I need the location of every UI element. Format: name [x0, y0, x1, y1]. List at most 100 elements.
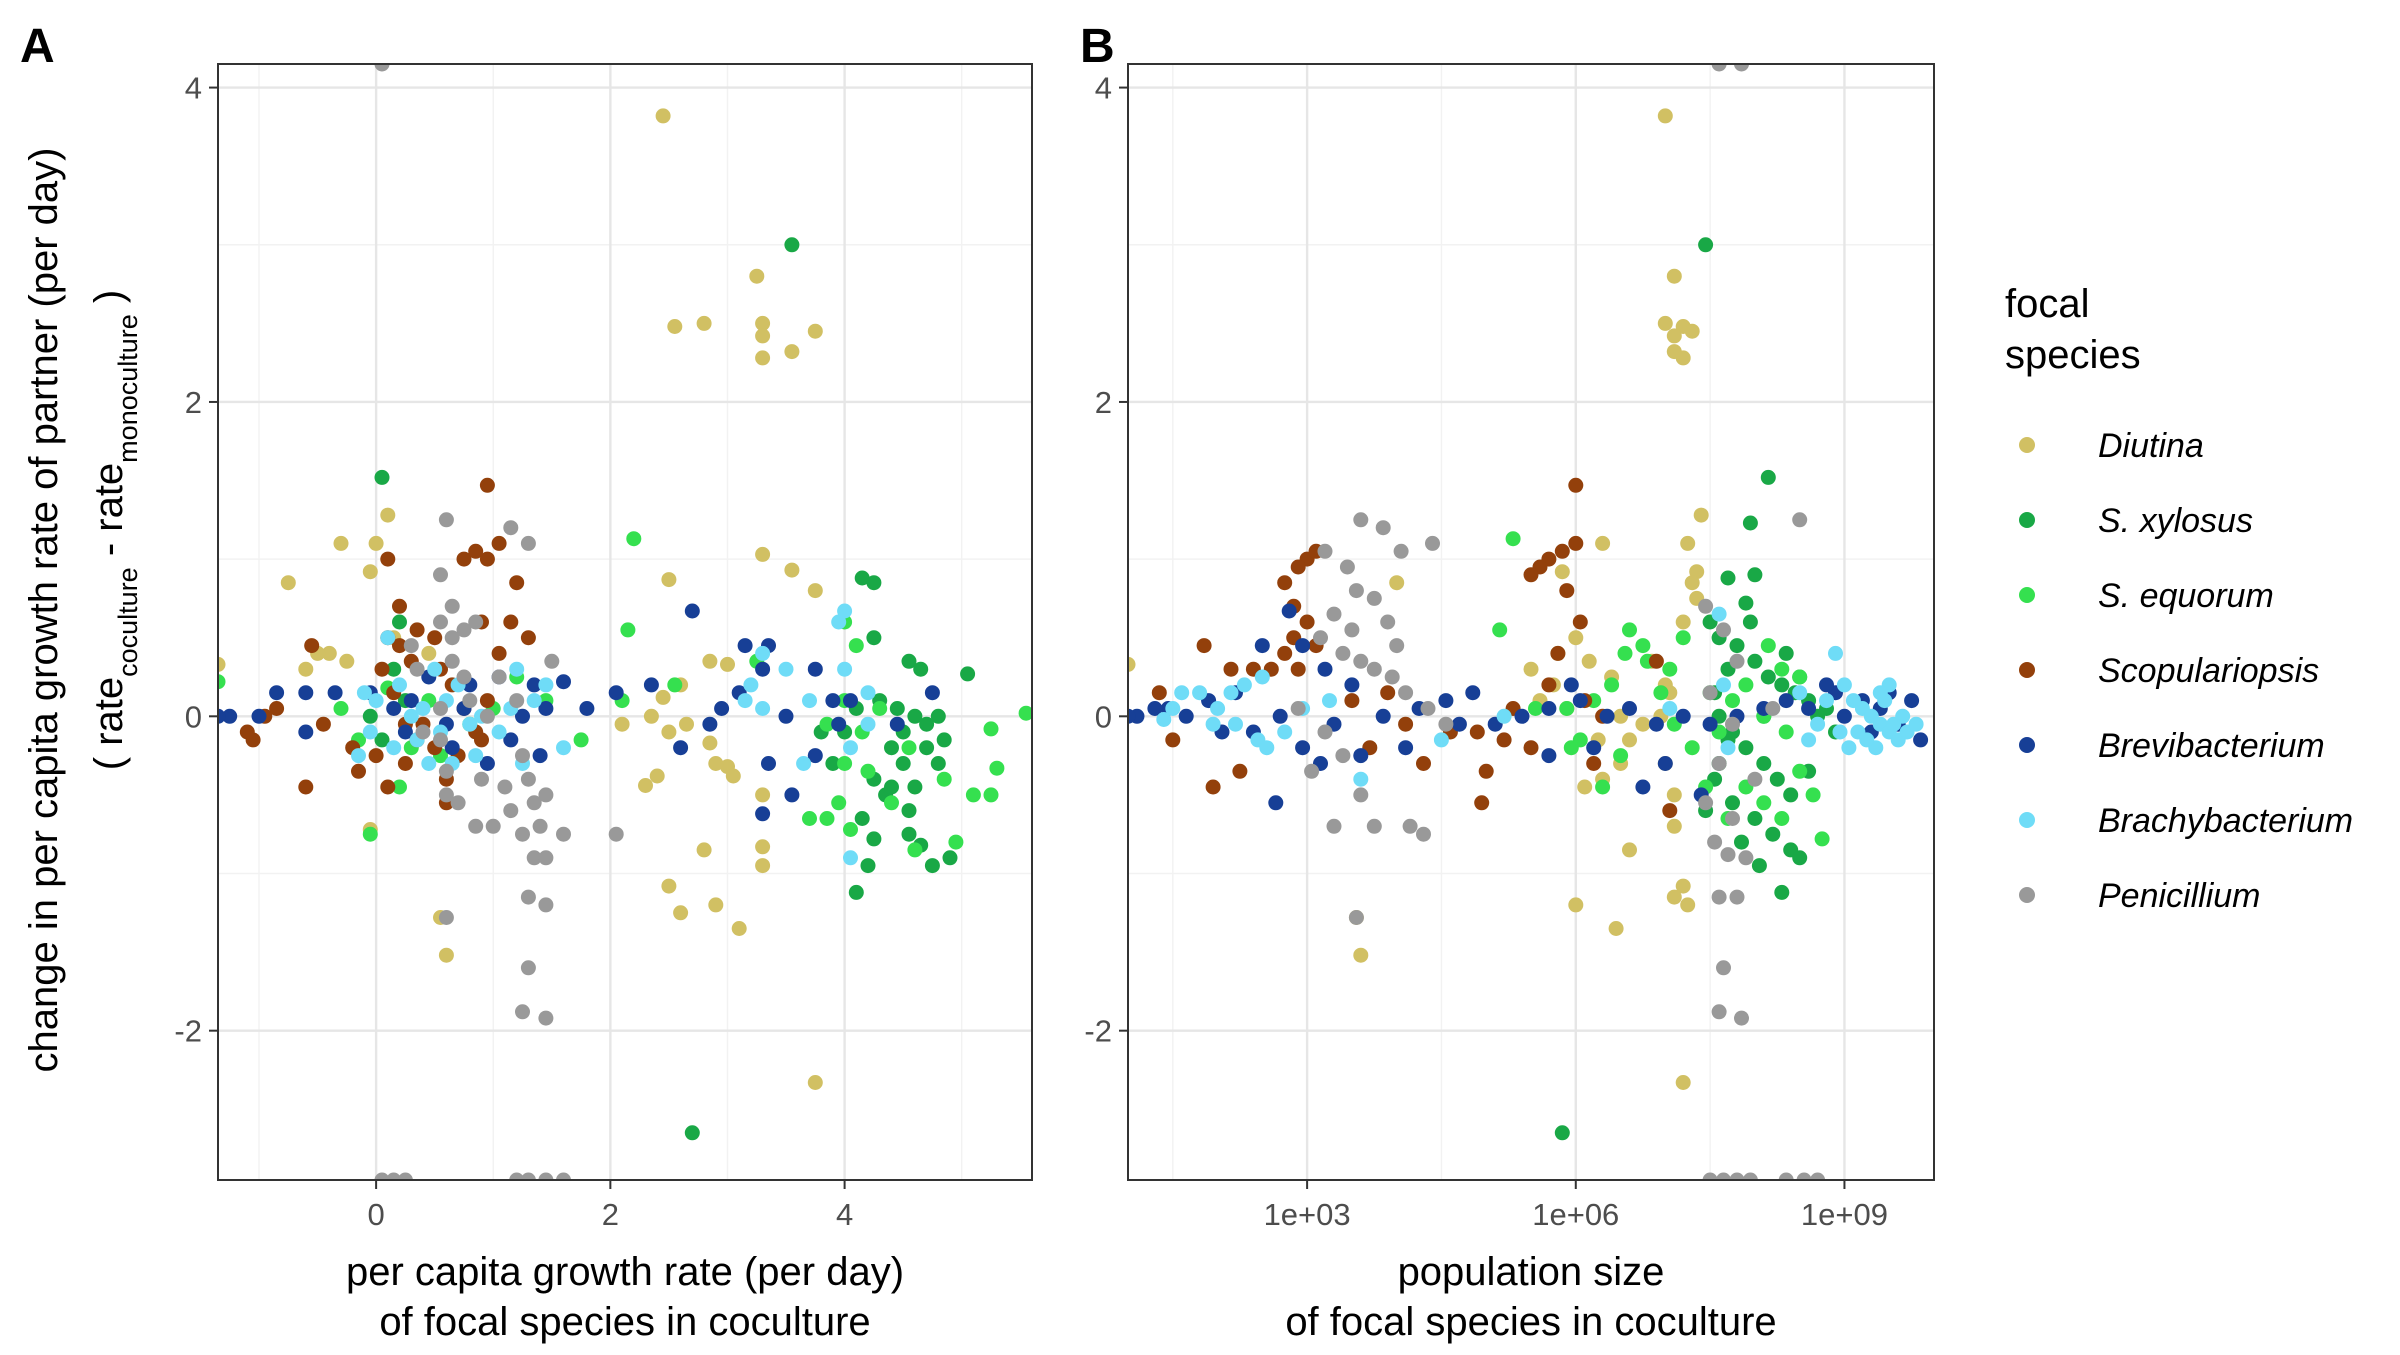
data-point-brevibacterium [1702, 716, 1718, 732]
data-point-penicillium [509, 693, 525, 709]
data-point-s-equorum [1814, 831, 1830, 847]
data-point-brachybacterium [380, 630, 396, 646]
data-point-s-equorum [1622, 622, 1637, 638]
data-point-brevibacterium [1254, 638, 1270, 654]
panel-b-tag: B [1080, 20, 1115, 73]
data-point-brachybacterium [356, 685, 372, 701]
data-point-brachybacterium [1801, 732, 1817, 748]
data-point-s-xylosus [907, 779, 923, 795]
data-point-brachybacterium [1720, 740, 1736, 756]
data-point-brevibacterium [714, 701, 730, 716]
data-point-s-xylosus [854, 570, 870, 586]
data-point-penicillium [438, 910, 454, 925]
data-point-s-equorum [848, 638, 864, 654]
data-point-penicillium [1335, 645, 1351, 661]
data-point-diutina [1680, 897, 1696, 913]
data-point-scopulariopsis [380, 779, 396, 795]
data-point-s-equorum [1559, 701, 1575, 716]
data-point-brevibacterium [702, 716, 718, 732]
data-point-penicillium [1348, 910, 1364, 925]
data-point-penicillium [1711, 1004, 1727, 1020]
data-point-brevibacterium [1281, 603, 1297, 619]
data-point-scopulariopsis [1550, 645, 1566, 661]
data-point-brevibacterium [784, 787, 800, 803]
x-tick-label: 0 [367, 1197, 384, 1232]
panel-a-plot-area [218, 64, 1032, 1180]
data-point-penicillium [433, 732, 448, 748]
data-point-scopulariopsis [298, 779, 314, 795]
data-point-scopulariopsis [491, 535, 507, 551]
data-point-brachybacterium [1792, 685, 1808, 701]
data-point-diutina [380, 507, 396, 523]
legend-key-brachybacterium [2019, 812, 2035, 828]
data-point-s-equorum [901, 740, 917, 756]
data-point-penicillium [1304, 763, 1320, 779]
data-point-diutina [333, 535, 349, 551]
data-point-brachybacterium [1192, 685, 1208, 701]
data-point-s-equorum [1617, 645, 1633, 661]
panel-a: A 0 2 4 -2 0 2 4 per capita growth rate (per d… [20, 20, 1033, 1344]
data-point-s-equorum [936, 771, 952, 787]
data-point-diutina [218, 656, 226, 672]
data-point-s-equorum [333, 701, 349, 716]
data-point-scopulariopsis [374, 661, 390, 677]
data-point-penicillium [509, 1172, 525, 1180]
data-point-s-equorum [1725, 693, 1740, 709]
data-point-penicillium [1290, 701, 1306, 716]
data-point-brevibacterium [298, 724, 314, 740]
data-point-penicillium [1725, 716, 1740, 732]
data-point-penicillium [374, 64, 390, 72]
data-point-diutina [1675, 878, 1691, 894]
data-point-s-xylosus [848, 884, 864, 900]
data-point-diutina [784, 344, 800, 360]
data-point-brachybacterium [1254, 669, 1270, 685]
data-point-brevibacterium [526, 677, 542, 693]
data-point-s-xylosus [1729, 638, 1745, 654]
data-point-s-equorum [362, 826, 378, 842]
data-point-brevibacterium [515, 708, 530, 724]
data-point-penicillium [438, 512, 454, 528]
legend-key-diutina [2019, 437, 2035, 453]
legend-label-brevibacterium: Brevibacterium [2098, 727, 2325, 765]
data-point-scopulariopsis [468, 543, 484, 559]
data-point-diutina [1657, 315, 1673, 331]
data-point-penicillium [538, 787, 554, 803]
data-point-s-xylosus [1720, 570, 1736, 586]
data-point-s-equorum [1792, 763, 1808, 779]
series-scopulariopsis [1151, 477, 1678, 819]
data-point-diutina [696, 315, 712, 331]
data-point-diutina [696, 842, 712, 858]
data-point-penicillium [468, 614, 484, 630]
data-point-diutina [661, 724, 677, 740]
data-point-brevibacterium [1268, 795, 1284, 811]
panel-b: B 1e+03 1e+06 1e+09 -2 0 2 4 population size o… [1080, 20, 1935, 1344]
data-point-penicillium [1326, 818, 1342, 834]
data-point-scopulariopsis [479, 693, 495, 709]
data-point-scopulariopsis [427, 630, 443, 646]
data-point-brevibacterium [1913, 732, 1929, 748]
data-point-penicillium [1335, 748, 1351, 764]
data-point-s-equorum [1595, 779, 1611, 795]
data-point-s-equorum [620, 622, 636, 638]
y-tick-label: 0 [1095, 699, 1112, 734]
data-point-penicillium [1738, 850, 1754, 866]
data-point-brachybacterium [1850, 724, 1866, 740]
data-point-s-xylosus [1774, 677, 1790, 693]
data-point-brachybacterium [468, 748, 484, 764]
data-point-scopulariopsis [1290, 661, 1306, 677]
data-point-penicillium [1765, 701, 1781, 716]
data-point-brevibacterium [1904, 693, 1920, 709]
data-point-brevibacterium [1586, 740, 1602, 756]
legend-title-line1: focal [2005, 282, 2090, 326]
data-point-s-xylosus [930, 756, 946, 771]
data-point-penicillium [403, 638, 419, 654]
data-point-brevibacterium [737, 638, 753, 654]
data-point-s-equorum [573, 732, 589, 748]
data-point-penicillium [1339, 559, 1355, 575]
data-point-brevibacterium [403, 693, 419, 709]
legend-label-brachybacterium: Brachybacterium [2098, 802, 2353, 840]
data-point-scopulariopsis [1523, 740, 1539, 756]
x-tick-label: 1e+06 [1532, 1197, 1619, 1232]
data-point-penicillium [1742, 1172, 1758, 1180]
data-point-penicillium [409, 661, 425, 677]
